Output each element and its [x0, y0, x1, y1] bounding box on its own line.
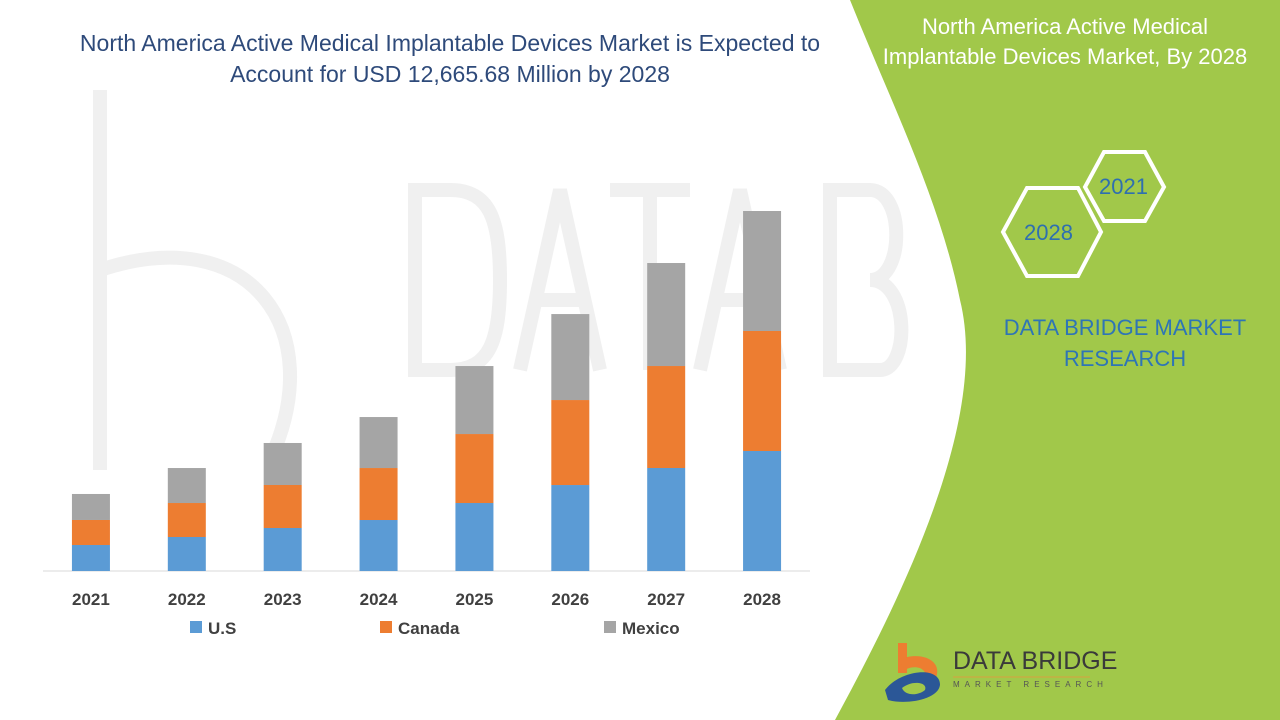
bar-canada-2024: [359, 468, 398, 521]
x-tick-label: 2028: [743, 590, 781, 609]
side-panel-title: North America Active Medical Implantable…: [882, 14, 1248, 69]
bar-mexico-2025: [455, 366, 494, 435]
bar-us-2022: [167, 537, 206, 571]
x-tick-label: 2024: [360, 590, 398, 609]
hexagon-2021: [1082, 150, 1167, 223]
logo-icon: [885, 643, 940, 702]
stacked-bar-chart: 2021 2022 2023 2024 2025 2026 2027 2028 U.S Canad…: [43, 211, 810, 638]
bar-mexico-2027: [647, 263, 686, 367]
bar-canada-2026: [551, 400, 590, 486]
bar-us-2023: [263, 527, 302, 571]
x-tick-label: 2022: [168, 590, 206, 609]
logo-subtext: MARKET RESEARCH: [953, 680, 1108, 689]
x-tick-label: 2025: [456, 590, 494, 609]
logo-text: DATA BRIDGE: [953, 647, 1118, 675]
bar-mexico-2026: [551, 314, 590, 401]
bar-canada-2021: [71, 519, 110, 545]
bar-mexico-2028: [743, 211, 782, 331]
legend-swatch-mexico: [604, 621, 616, 633]
x-tick-label: 2023: [264, 590, 302, 609]
bar-canada-2028: [743, 331, 782, 451]
bar-canada-2025: [455, 434, 494, 504]
x-tick-label: 2027: [647, 590, 685, 609]
x-tick-label: 2021: [72, 590, 110, 609]
legend-label: U.S: [208, 619, 236, 638]
bar-mexico-2024: [359, 417, 398, 469]
hexagon-2028: [1000, 186, 1104, 278]
bar-canada-2023: [263, 484, 302, 528]
brand-text: DATA BRIDGE MARKET RESEARCH: [1003, 315, 1247, 371]
legend-label: Canada: [398, 619, 460, 638]
bar-us-2021: [71, 544, 110, 571]
bar-canada-2027: [647, 366, 686, 468]
page-title: North America Active Medical Implantable…: [79, 30, 821, 87]
bar-us-2027: [647, 467, 686, 571]
legend-label: Mexico: [622, 619, 680, 638]
hex-year-2028: 2028: [1024, 220, 1073, 245]
bar-mexico-2022: [167, 468, 206, 504]
bar-us-2025: [455, 503, 494, 571]
bar-us-2026: [551, 485, 590, 571]
green-side-panel: [835, 0, 1280, 720]
bar-us-2024: [359, 520, 398, 571]
hex-year-2021: 2021: [1099, 174, 1148, 199]
legend-swatch-canada: [380, 621, 392, 633]
bar-us-2028: [743, 451, 782, 571]
bar-mexico-2023: [263, 442, 302, 485]
bar-mexico-2021: [71, 493, 110, 520]
bar-canada-2022: [167, 503, 206, 538]
x-tick-label: 2026: [551, 590, 589, 609]
legend-swatch-us: [190, 621, 202, 633]
